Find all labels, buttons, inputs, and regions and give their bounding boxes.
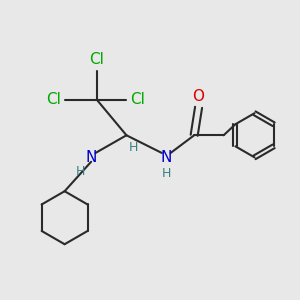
Text: H: H: [129, 141, 139, 154]
Text: Cl: Cl: [130, 92, 145, 107]
Text: H: H: [76, 165, 86, 178]
Text: H: H: [161, 167, 171, 180]
Text: O: O: [193, 89, 205, 104]
Text: N: N: [160, 150, 172, 165]
Text: Cl: Cl: [90, 52, 104, 67]
Text: N: N: [85, 150, 97, 165]
Text: Cl: Cl: [46, 92, 61, 107]
